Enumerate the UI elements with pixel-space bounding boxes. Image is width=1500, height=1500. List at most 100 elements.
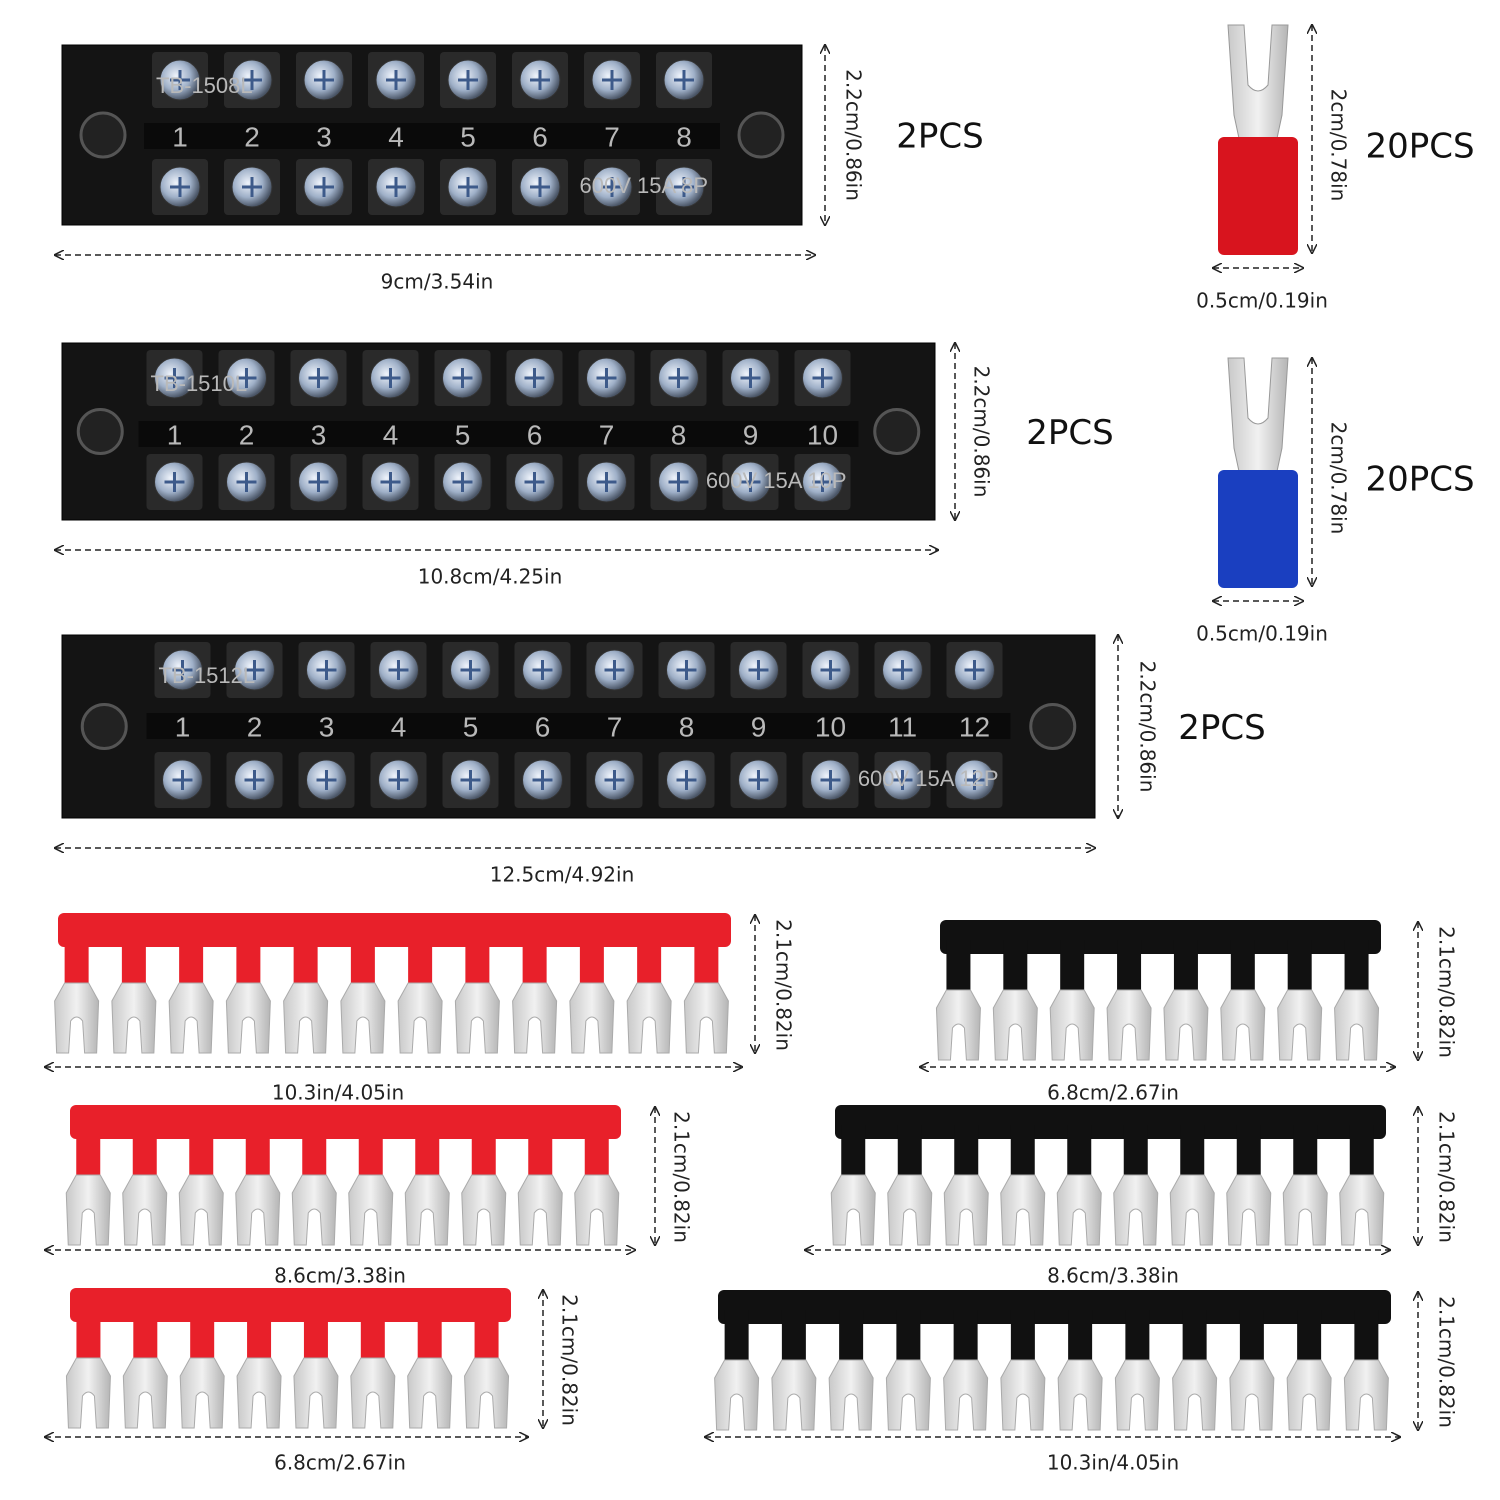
jumper-fork <box>512 982 558 1054</box>
height-label: 2cm/0.78in <box>1327 422 1351 535</box>
jumper-fork <box>340 982 386 1054</box>
height-label: 2cm/0.78in <box>1327 89 1351 202</box>
width-label: 10.3in/4.05in <box>272 1081 404 1105</box>
jumper-fork <box>714 1359 760 1431</box>
jumper-fork <box>1057 1359 1103 1431</box>
terminal-number: 10 <box>815 711 846 742</box>
jumper-fork <box>935 989 981 1061</box>
terminal-number: 6 <box>527 419 543 450</box>
width-label: 0.5cm/0.19in <box>1196 289 1328 313</box>
jumper-fork <box>65 1174 111 1246</box>
rating-label: 600V 15A 8P <box>580 173 708 198</box>
jumper-fork <box>461 1174 507 1246</box>
spade-sleeve <box>1218 137 1298 255</box>
screw-slot <box>668 472 689 492</box>
quantity: 20PCS <box>1365 460 1474 500</box>
jumper-bar <box>940 920 1381 954</box>
jumper-fork <box>1334 989 1380 1061</box>
jumper-fork <box>111 982 157 1054</box>
width-label: 8.6cm/3.38in <box>274 1264 406 1288</box>
terminal-number: 6 <box>532 121 548 152</box>
screw-slot <box>740 368 761 388</box>
mount-hole <box>1029 703 1077 750</box>
spade-terminal <box>1218 24 1298 255</box>
screw-slot <box>308 368 329 388</box>
screw-slot <box>244 770 265 790</box>
height-label: 2.1cm/0.82in <box>1435 926 1459 1058</box>
jumper-fork <box>943 1359 989 1431</box>
screw-slot <box>170 70 190 90</box>
screw-slot <box>388 770 409 790</box>
screw-slot <box>532 660 553 680</box>
jumper-fork <box>293 1357 339 1429</box>
terminal-number: 8 <box>671 419 687 450</box>
screw-slot <box>532 770 553 790</box>
jumper-fork <box>1172 1359 1218 1431</box>
jumper-fork <box>517 1174 563 1246</box>
height-label: 2.2cm/0.86in <box>842 69 866 201</box>
jumper-fork <box>1282 1174 1328 1246</box>
screw-slot <box>308 472 329 492</box>
width-label: 9cm/3.54in <box>381 270 494 294</box>
jumper-fork <box>992 989 1038 1061</box>
mount-hole <box>873 408 921 455</box>
screw-slot <box>316 660 337 680</box>
terminal-number: 1 <box>172 121 188 152</box>
jumper-fork <box>404 1174 450 1246</box>
screw-slot <box>740 472 761 492</box>
width-label: 8.6cm/3.38in <box>1047 1264 1179 1288</box>
quantity: 2PCS <box>1178 708 1265 748</box>
jumper-fork <box>569 982 615 1054</box>
terminal-number: 5 <box>463 711 479 742</box>
screw-slot <box>812 368 833 388</box>
jumper-fork <box>1229 1359 1275 1431</box>
terminal-number: 7 <box>599 419 615 450</box>
jumper-fork <box>397 982 443 1054</box>
number-strip <box>144 123 720 149</box>
jumper-fork <box>1169 1174 1215 1246</box>
jumper-fork <box>236 1357 282 1429</box>
screw-slot <box>236 472 257 492</box>
mount-hole <box>737 111 785 159</box>
screw-slot <box>242 177 262 197</box>
screw-slot <box>388 660 409 680</box>
jumper-fork <box>626 982 672 1054</box>
jumper-bar <box>58 913 731 947</box>
screw-slot <box>316 770 337 790</box>
jumper-fork <box>1000 1174 1046 1246</box>
screw-slot <box>812 472 833 492</box>
screw-slot <box>172 660 193 680</box>
jumper-fork <box>1277 989 1323 1061</box>
width-label: 6.8cm/2.67in <box>274 1451 406 1475</box>
terminal-number: 9 <box>751 711 767 742</box>
screw-slot <box>236 368 257 388</box>
terminal-number: 11 <box>888 711 917 742</box>
jumper-fork <box>1106 989 1152 1061</box>
screw-slot <box>892 660 913 680</box>
jumper-fork <box>1113 1174 1159 1246</box>
screw-slot <box>820 770 841 790</box>
height-label: 2.2cm/0.86in <box>970 366 994 498</box>
jumper-fork <box>1049 989 1095 1061</box>
terminal-number: 5 <box>455 419 471 450</box>
screw-slot <box>524 472 545 492</box>
terminal-number: 1 <box>167 419 183 450</box>
jumper-fork <box>291 1174 337 1246</box>
jumper-bar <box>70 1288 511 1322</box>
jumper-fork <box>943 1174 989 1246</box>
jumper-fork <box>168 982 214 1054</box>
screw-slot <box>452 368 473 388</box>
screw-slot <box>674 70 694 90</box>
screw-slot <box>596 368 617 388</box>
height-label: 2.1cm/0.82in <box>670 1111 694 1243</box>
screw-slot <box>170 177 190 197</box>
width-label: 10.3in/4.05in <box>1047 1451 1179 1475</box>
width-label: 0.5cm/0.19in <box>1196 622 1328 646</box>
jumper-strip <box>714 1290 1391 1431</box>
screw-slot <box>386 70 406 90</box>
terminal-number: 4 <box>391 711 407 742</box>
model-label: TB-1508L <box>156 73 253 98</box>
mount-hole <box>76 408 124 455</box>
jumper-fork <box>828 1359 874 1431</box>
